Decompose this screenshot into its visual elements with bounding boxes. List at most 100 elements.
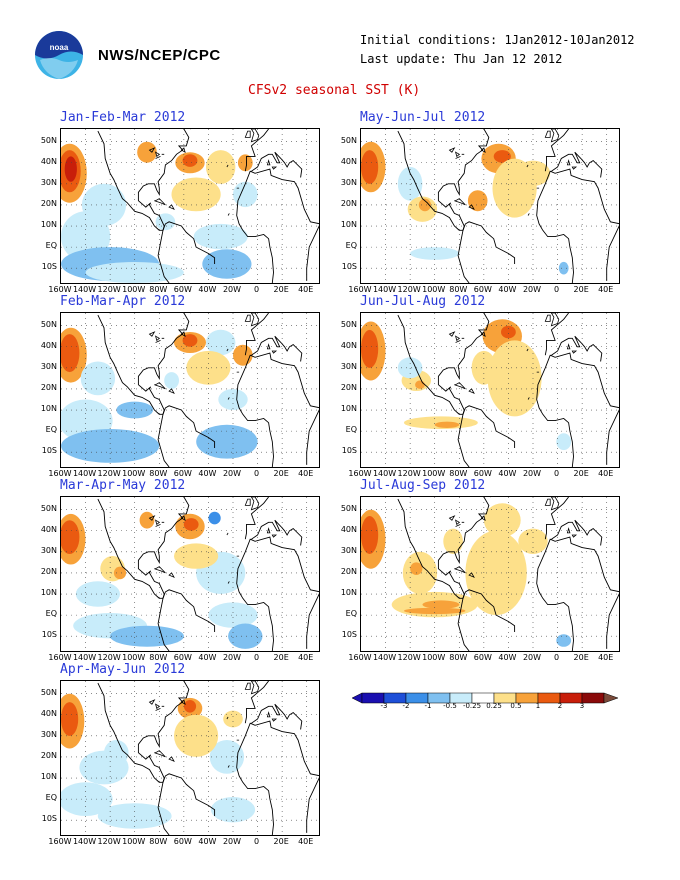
- sst-map: [361, 129, 619, 283]
- coastline: [448, 331, 456, 337]
- sst-map-panel: [360, 312, 620, 468]
- lon-tick-label: 40W: [198, 653, 217, 662]
- lat-tick-label: 40N: [40, 708, 57, 718]
- lon-tick-label: 40W: [498, 653, 517, 662]
- lon-tick-label: 0: [254, 653, 260, 662]
- lat-tick-label: 10S: [41, 630, 57, 640]
- lat-tick-label: 10N: [340, 588, 357, 598]
- colorbar-label: 0.25: [486, 702, 502, 710]
- lat-tick-label: 40N: [340, 340, 357, 350]
- panel-title: May-Jun-Jul 2012: [360, 110, 486, 125]
- lon-tick-label: 120W: [97, 837, 121, 846]
- anomaly-region: [174, 543, 219, 569]
- lon-tick-label: 20E: [273, 469, 289, 478]
- coastline: [571, 166, 578, 170]
- anomaly-region: [210, 797, 256, 823]
- anomaly-region: [186, 350, 231, 385]
- coastline: [148, 147, 156, 153]
- coastline: [526, 164, 529, 168]
- coastline: [162, 589, 216, 632]
- lon-tick-label: 80W: [449, 285, 468, 294]
- coastline: [468, 204, 475, 211]
- anomaly-region: [443, 528, 463, 554]
- coastline: [455, 340, 461, 343]
- coastline: [566, 527, 571, 534]
- anomaly-region: [410, 562, 423, 575]
- anomaly-region: [80, 361, 116, 396]
- coastline: [227, 213, 230, 216]
- lat-tick-label: 10N: [40, 220, 57, 230]
- coastline: [271, 166, 278, 170]
- lon-tick-label: 60W: [473, 469, 492, 478]
- lat-tick-label: 30N: [40, 545, 57, 555]
- anomaly-region: [61, 520, 80, 554]
- sst-map-panel: [60, 680, 320, 836]
- coastline: [454, 382, 466, 390]
- sst-map: [61, 681, 319, 835]
- coastline: [457, 598, 470, 651]
- anomaly-region: [139, 511, 155, 529]
- lon-tick-label: 40W: [498, 469, 517, 478]
- lon-tick-label: 60W: [473, 653, 492, 662]
- coastline: [156, 595, 160, 599]
- coastline: [468, 572, 475, 579]
- coastline: [154, 519, 160, 526]
- anomaly-region: [182, 154, 198, 167]
- lon-tick-label: 20W: [522, 469, 542, 478]
- lon-tick-label: 40W: [498, 285, 517, 294]
- lon-tick-label: 80W: [149, 837, 168, 846]
- lon-tick-label: 40E: [598, 469, 614, 478]
- panel-title: Jul-Aug-Sep 2012: [360, 478, 486, 493]
- coastline: [168, 388, 175, 395]
- lat-tick-label: 30N: [340, 361, 357, 371]
- coastline: [244, 498, 251, 506]
- coastline: [397, 497, 490, 599]
- coastline: [180, 331, 186, 338]
- anomaly-region: [233, 181, 258, 208]
- lon-tick-label: 20E: [573, 653, 589, 662]
- coastline: [236, 168, 319, 283]
- lon-tick-label: 20W: [222, 653, 242, 662]
- anomaly-region: [233, 344, 253, 366]
- coastline: [551, 151, 603, 178]
- anomaly-region: [61, 429, 160, 463]
- lat-tick-label: 10N: [340, 404, 357, 414]
- lon-tick-label: 160W: [48, 469, 72, 478]
- coastline: [157, 230, 170, 283]
- lon-tick-label: 80W: [149, 469, 168, 478]
- lat-tick-label: EQ: [45, 609, 57, 619]
- coastline: [468, 388, 475, 395]
- lat-tick-label: 40N: [40, 524, 57, 534]
- coastline: [155, 340, 161, 343]
- coastline: [244, 129, 269, 172]
- lon-tick-label: 60W: [473, 285, 492, 294]
- coastline: [462, 405, 516, 448]
- coastline: [536, 168, 619, 283]
- coastline: [527, 581, 530, 584]
- coastline: [544, 129, 569, 172]
- lon-tick-label: 140W: [72, 837, 97, 846]
- coastline: [148, 699, 156, 705]
- colorbar: -3 -2 -1 -0.5 -0.25 0.25 0.5 1 2 3: [351, 690, 628, 722]
- coastline: [526, 348, 529, 352]
- lon-tick-label: 120W: [97, 469, 121, 478]
- lon-tick-label: 120W: [397, 469, 421, 478]
- lon-tick-label: 140W: [372, 653, 397, 662]
- lon-tick-label: 20E: [273, 653, 289, 662]
- coastline: [527, 397, 530, 400]
- anomaly-region: [501, 325, 516, 339]
- anomaly-region: [206, 150, 236, 184]
- lon-tick-label: 140W: [372, 285, 397, 294]
- coastline: [566, 343, 571, 350]
- colorbar-label: -0.5: [443, 702, 457, 710]
- coastline: [155, 708, 161, 711]
- coastline: [480, 331, 486, 338]
- coastline: [97, 497, 190, 599]
- lon-tick-label: 160W: [48, 837, 72, 846]
- lon-tick-label: 40W: [198, 285, 217, 294]
- lat-tick-label: 40N: [340, 524, 357, 534]
- anomaly-region: [208, 511, 221, 525]
- anomaly-region: [404, 607, 466, 615]
- lon-tick-label: 40E: [298, 469, 314, 478]
- coastline: [244, 681, 269, 724]
